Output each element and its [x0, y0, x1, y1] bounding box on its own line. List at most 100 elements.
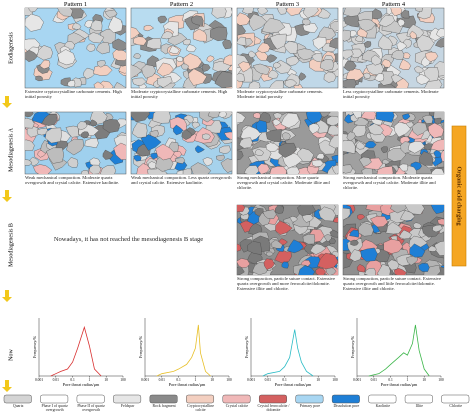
x-tick-label: 0.001 [141, 378, 149, 382]
thin-section [236, 111, 339, 175]
grain [214, 71, 232, 88]
grain [216, 154, 225, 161]
grain [191, 15, 204, 26]
grain [148, 161, 158, 170]
grain [286, 8, 303, 16]
caption: Kaolinite [375, 404, 391, 408]
grain [382, 158, 391, 165]
grain [26, 125, 43, 138]
thin-section [24, 7, 127, 89]
grain [400, 10, 410, 19]
grain [318, 206, 336, 222]
grain [41, 113, 58, 126]
caption: Crystal calcite [225, 404, 249, 408]
grain [131, 112, 151, 123]
x-tick-label: 100 [226, 378, 232, 382]
grain [237, 150, 244, 161]
grain [415, 8, 423, 12]
grain [140, 134, 162, 151]
grain [375, 112, 395, 123]
thin-section [342, 7, 445, 89]
grain [95, 42, 110, 55]
thin-section [24, 111, 127, 175]
x-tick-label: 100 [332, 378, 338, 382]
x-tick-label: 10 [422, 378, 426, 382]
grain [398, 229, 413, 240]
grain [273, 62, 282, 69]
grain [249, 13, 268, 32]
grain [131, 27, 140, 40]
grain [237, 243, 242, 252]
grain [378, 14, 395, 28]
grain [267, 69, 279, 79]
arrow-head [2, 387, 12, 392]
grain [374, 73, 385, 82]
grain [89, 164, 102, 174]
grain [396, 41, 408, 52]
grain [344, 60, 357, 71]
grain [108, 16, 123, 33]
grain [191, 121, 201, 129]
grain [57, 49, 76, 66]
grain [173, 124, 184, 136]
grain [237, 205, 246, 212]
grain [84, 137, 99, 148]
arrow-shaft [5, 96, 9, 104]
grain [434, 117, 442, 125]
arrow-shaft [5, 380, 9, 388]
caption: Dissolution pore [333, 404, 360, 408]
legend-swatch [40, 394, 69, 404]
grain [113, 142, 126, 160]
caption: Illite [415, 404, 423, 408]
caption: Feldspar [120, 404, 135, 408]
grain [275, 220, 293, 235]
x-tick-label: 1 [407, 378, 409, 382]
grain [269, 80, 284, 88]
grain [283, 40, 298, 54]
grain [394, 268, 407, 275]
grain [357, 19, 377, 33]
grain [248, 80, 261, 88]
grain [67, 80, 76, 88]
grain [289, 216, 298, 223]
x-axis-label: Pore throat radius/μm [169, 382, 206, 387]
grain [25, 13, 44, 32]
grain [343, 29, 351, 42]
thin-section [130, 111, 233, 175]
grain [207, 112, 220, 118]
arrow-head [2, 297, 12, 302]
legend-swatch [258, 394, 287, 404]
grain [436, 28, 444, 38]
grain [83, 67, 96, 80]
legend-swatch [149, 394, 178, 404]
grain [25, 117, 35, 129]
grain [272, 118, 282, 127]
grain [390, 205, 409, 214]
grain [316, 153, 325, 160]
x-tick-label: 1 [89, 378, 91, 382]
grain [57, 8, 73, 17]
grain [282, 132, 291, 141]
grain [247, 241, 262, 256]
x-tick-label: 0.001 [35, 378, 43, 382]
caption: Weak mechanical compaction. Moderate qua… [25, 175, 120, 186]
grain [195, 145, 205, 154]
grain [409, 243, 426, 258]
grain [391, 50, 405, 60]
grains [343, 205, 444, 275]
caption: Strong mechanical compaction. More quart… [237, 175, 330, 191]
grain [418, 263, 430, 272]
grain [326, 115, 338, 126]
grain [133, 53, 142, 59]
caption: Crystal ferrocalcite / dolomite [257, 404, 290, 413]
grain [202, 157, 213, 167]
grain [419, 151, 434, 166]
grain [206, 55, 215, 63]
grain [141, 64, 157, 79]
grain [308, 123, 320, 135]
grain [157, 75, 173, 88]
x-tick-label: 0.001 [247, 378, 255, 382]
grain [211, 8, 227, 19]
grain [352, 112, 362, 119]
x-tick-label: 10 [104, 378, 108, 382]
